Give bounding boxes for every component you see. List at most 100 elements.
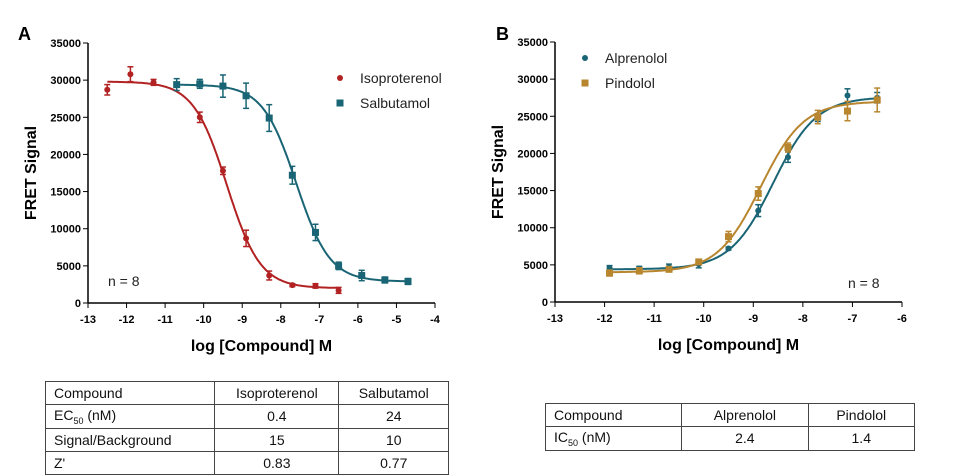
table-row: Z' 0.83 0.77 (44, 450, 449, 475)
fit-curve-pindolol (609, 101, 878, 274)
x-tick-label: -9 (748, 313, 758, 325)
legend-label: Alprenolol (605, 50, 667, 66)
legend-label: Pindolol (605, 75, 655, 91)
legend-label: Isoproterenol (360, 70, 442, 86)
label: EC (54, 407, 74, 423)
x-tick-label: -9 (237, 314, 247, 326)
data-point (289, 282, 296, 289)
x-tick-label: -12 (119, 314, 135, 326)
y-tick-label: 30000 (50, 75, 81, 87)
data-point (754, 190, 762, 198)
data-point (265, 114, 273, 122)
x-tick-label: -6 (353, 314, 363, 326)
data-point (381, 276, 389, 284)
legend-marker (337, 75, 343, 81)
data-point (104, 86, 111, 93)
x-tick-label: -13 (547, 313, 563, 325)
table-cell: Z' (44, 450, 216, 475)
y-tick-label: 25000 (517, 111, 548, 123)
y-tick-label: 30000 (517, 74, 548, 86)
panel-label: A (18, 24, 31, 44)
table-cell: 15 (214, 427, 340, 452)
data-point (725, 245, 732, 252)
data-point (219, 82, 227, 90)
x-tick-label: -10 (696, 313, 712, 325)
table-row: EC50 (nM) 0.4 24 (44, 404, 449, 429)
data-point (312, 282, 319, 289)
table-cell: 24 (338, 404, 449, 429)
legend-label: Salbutamol (360, 95, 430, 111)
table-cell: 0.77 (338, 450, 449, 475)
data-point (173, 81, 181, 89)
data-point (266, 272, 273, 279)
x-tick-label: -10 (196, 314, 212, 326)
table-row: IC50 (nM) 2.4 1.4 (544, 426, 915, 451)
y-tick-label: 0 (75, 298, 81, 310)
data-point (873, 96, 881, 104)
fit-curve-isoproterenol (107, 80, 339, 289)
x-tick-label: -11 (646, 313, 661, 325)
x-tick-label: -11 (157, 314, 172, 326)
n-annotation: n = 8 (848, 275, 880, 291)
data-point (814, 113, 822, 121)
table-header: Compound (544, 403, 683, 427)
table-header: Alprenolol (681, 403, 809, 427)
x-tick-label: -12 (597, 313, 613, 325)
label: IC (554, 429, 568, 445)
table-header: Pindolol (807, 403, 915, 427)
x-tick-label: -4 (430, 314, 441, 326)
data-point (335, 287, 342, 294)
table-cell: 0.83 (214, 450, 340, 475)
y-tick-label: 35000 (517, 37, 548, 49)
data-point (288, 171, 296, 179)
table-a: Compound Isoproterenol Salbutamol EC50 (… (44, 381, 449, 475)
y-tick-label: 5000 (524, 260, 548, 272)
x-tick-label: -13 (80, 314, 96, 326)
x-tick-label: -5 (392, 314, 402, 326)
panel-label: B (496, 24, 509, 44)
y-tick-label: 5000 (57, 261, 81, 273)
x-tick-label: -7 (848, 313, 858, 325)
x-axis-label: log [Compound] M (658, 337, 799, 354)
table-cell: 10 (338, 427, 449, 452)
y-tick-label: 25000 (50, 112, 81, 124)
data-point (404, 277, 412, 285)
table-cell: 0.4 (214, 404, 340, 429)
data-point (784, 143, 792, 151)
table-cell: 1.4 (807, 426, 915, 451)
y-axis-label: FRET Signal (490, 125, 507, 219)
y-tick-label: 20000 (50, 149, 81, 161)
data-point (311, 228, 319, 236)
table-cell: IC50 (nM) (544, 426, 683, 451)
data-point (606, 269, 614, 277)
y-tick-label: 15000 (517, 186, 548, 198)
unit: (nM) (83, 407, 117, 423)
table-header-row: Compound Isoproterenol Salbutamol (44, 381, 449, 405)
subscript: 50 (568, 437, 579, 448)
data-point (196, 80, 204, 88)
unit: (nM) (578, 429, 611, 445)
data-point (242, 92, 250, 100)
y-tick-label: 15000 (50, 187, 81, 199)
table-row: Signal/Background 15 10 (44, 427, 449, 452)
table-header-row: Compound Alprenolol Pindolol (544, 403, 915, 427)
data-point (843, 107, 851, 115)
data-point (150, 79, 157, 86)
subscript: 50 (73, 415, 84, 426)
table-header: Salbutamol (338, 381, 449, 405)
x-tick-label: -6 (897, 313, 907, 325)
table-cell: 2.4 (681, 426, 809, 451)
n-annotation: n = 8 (108, 273, 140, 289)
data-point (243, 235, 250, 242)
fit-curve-alprenolol (609, 97, 878, 271)
legend-marker (581, 79, 589, 87)
legend-marker (582, 55, 588, 61)
y-tick-label: 10000 (517, 223, 548, 235)
data-point (725, 233, 732, 241)
data-point (358, 272, 366, 280)
table-header: Compound (44, 381, 216, 405)
table-cell: Signal/Background (44, 427, 216, 452)
data-point (335, 262, 343, 270)
data-point (196, 114, 203, 121)
